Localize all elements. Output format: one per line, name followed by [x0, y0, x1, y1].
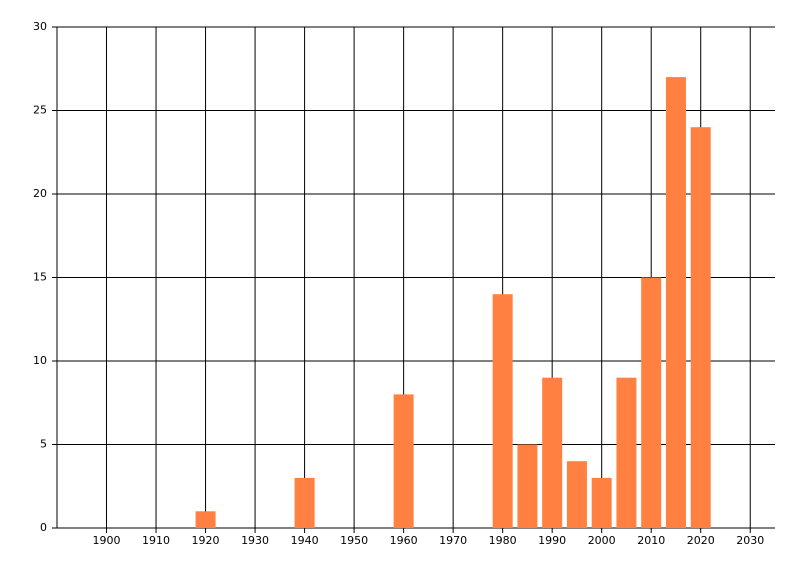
y-tick-label: 30: [33, 20, 47, 33]
y-tick-label: 15: [33, 271, 47, 284]
bar: [294, 477, 315, 528]
x-tick-label: 1930: [241, 534, 269, 547]
y-tick-label: 10: [33, 354, 47, 367]
bar: [517, 444, 538, 528]
x-tick-label: 1950: [340, 534, 368, 547]
x-tick-label: 2020: [687, 534, 715, 547]
x-tick-label: 1980: [489, 534, 517, 547]
x-tick-label: 1910: [142, 534, 170, 547]
x-tick-label: 2010: [637, 534, 665, 547]
bar: [591, 477, 612, 528]
y-tick-label: 5: [40, 438, 47, 451]
bar: [616, 377, 637, 528]
bar: [690, 127, 711, 528]
bar: [641, 277, 662, 528]
x-tick-label: 1920: [192, 534, 220, 547]
y-tick-label: 25: [33, 104, 47, 117]
x-tick-label: 1990: [538, 534, 566, 547]
bar: [492, 294, 513, 528]
bar: [566, 461, 587, 528]
x-tick-label: 1900: [93, 534, 121, 547]
x-tick-label: 1940: [291, 534, 319, 547]
x-tick-label: 2000: [588, 534, 616, 547]
x-tick-label: 1960: [390, 534, 418, 547]
bar: [542, 377, 563, 528]
x-tick-label: 1970: [439, 534, 467, 547]
bar: [665, 77, 686, 528]
x-tick-label: 2030: [736, 534, 764, 547]
bar: [393, 394, 414, 528]
y-tick-label: 20: [33, 187, 47, 200]
bar: [195, 511, 216, 528]
y-tick-label: 0: [40, 521, 47, 534]
